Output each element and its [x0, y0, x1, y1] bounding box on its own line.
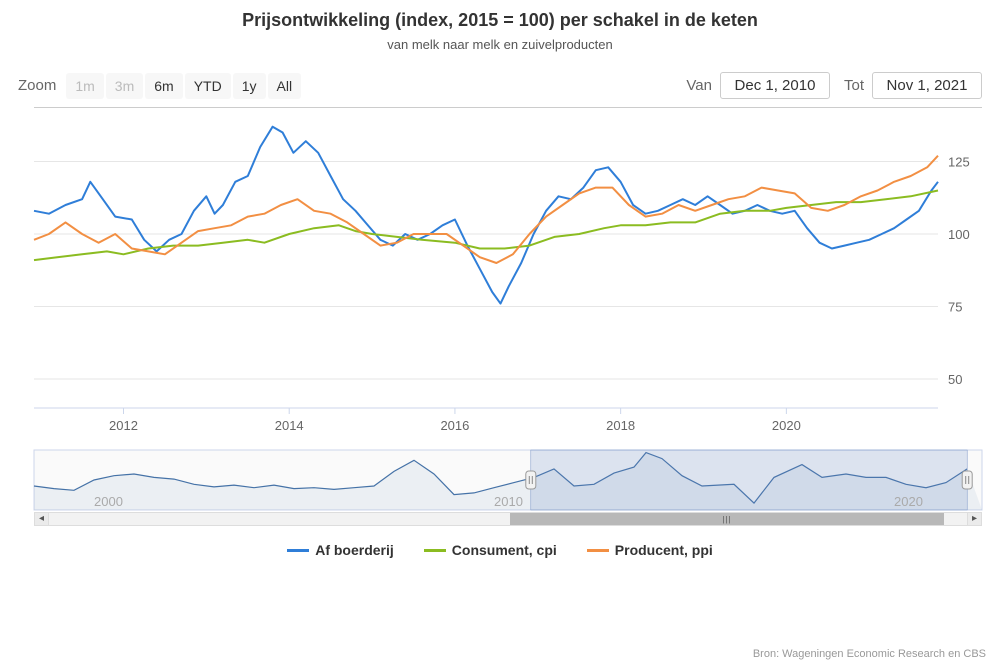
zoom-all-button[interactable]: All [268, 73, 302, 99]
svg-text:2018: 2018 [606, 418, 635, 433]
scroll-thumb[interactable]: ||| [510, 513, 944, 525]
zoom-6m-button[interactable]: 6m [145, 73, 182, 99]
scroll-track[interactable]: ||| [49, 513, 967, 525]
svg-text:75: 75 [948, 300, 962, 315]
main-chart[interactable]: 50 75 100 125 2012 2014 2016 2018 2020 [0, 107, 1000, 438]
scroll-right-arrow[interactable]: ▸ [967, 513, 981, 525]
svg-text:50: 50 [948, 372, 962, 387]
zoom-1y-button[interactable]: 1y [233, 73, 266, 99]
navigator-chart[interactable]: 2000 2010 2020 ◂ ||| ▸ [0, 442, 1000, 532]
legend-item-consument-cpi[interactable]: Consument, cpi [424, 542, 557, 558]
chart-subtitle: van melk naar melk en zuivelproducten [0, 31, 1000, 52]
date-to-input[interactable]: Nov 1, 2021 [872, 72, 982, 99]
svg-text:125: 125 [948, 155, 970, 170]
svg-text:2010: 2010 [494, 494, 523, 509]
svg-text:2020: 2020 [894, 494, 923, 509]
zoom-ytd-button[interactable]: YTD [185, 73, 231, 99]
scroll-left-arrow[interactable]: ◂ [35, 513, 49, 525]
range-toolbar: Zoom 1m3m6mYTD1yAll Van Dec 1, 2010 Tot … [0, 52, 1000, 107]
date-from-input[interactable]: Dec 1, 2010 [720, 72, 830, 99]
svg-text:2000: 2000 [94, 494, 123, 509]
navigator-scrollbar[interactable]: ◂ ||| ▸ [34, 512, 982, 526]
from-label: Van [686, 77, 712, 94]
zoom-1m-button: 1m [66, 73, 103, 99]
svg-text:2020: 2020 [772, 418, 801, 433]
svg-text:100: 100 [948, 227, 970, 242]
source-credit: Bron: Wageningen Economic Research en CB… [753, 648, 986, 660]
zoom-label: Zoom [18, 77, 56, 94]
legend-item-af-boerderij[interactable]: Af boerderij [287, 542, 394, 558]
svg-text:2012: 2012 [109, 418, 138, 433]
legend-item-producent-ppi[interactable]: Producent, ppi [587, 542, 713, 558]
zoom-3m-button: 3m [106, 73, 143, 99]
chart-title: Prijsontwikkeling (index, 2015 = 100) pe… [0, 0, 1000, 31]
chart-legend: Af boerderij Consument, cpi Producent, ppi [0, 532, 1000, 562]
svg-text:2014: 2014 [275, 418, 304, 433]
to-label: Tot [844, 77, 864, 94]
svg-text:2016: 2016 [440, 418, 469, 433]
